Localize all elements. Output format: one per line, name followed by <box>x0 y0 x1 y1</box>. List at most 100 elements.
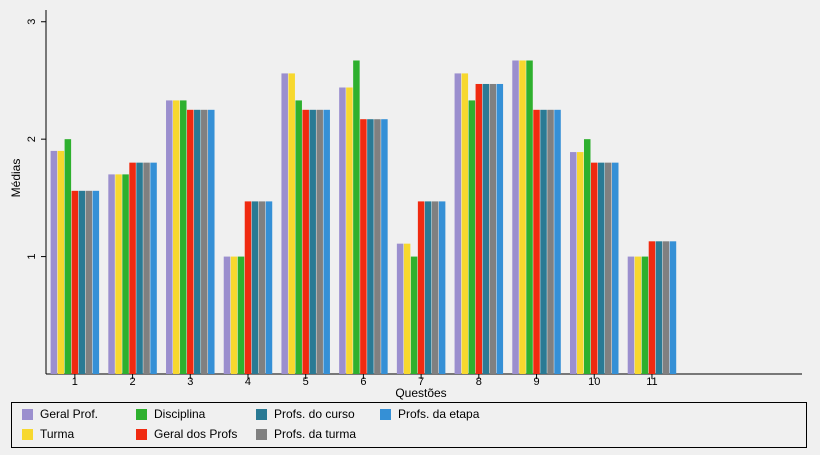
bar <box>431 201 439 374</box>
legend-item: Profs. do curso <box>256 407 355 421</box>
bar <box>323 109 330 374</box>
legend-swatch <box>380 408 391 420</box>
bar <box>223 256 231 374</box>
bar <box>194 109 201 374</box>
legend-label: Profs. da turma <box>274 427 357 441</box>
bar <box>547 109 554 374</box>
bar <box>634 256 642 374</box>
y-axis-title: Médias <box>9 159 23 198</box>
bar <box>281 73 288 375</box>
legend-swatch <box>256 428 267 440</box>
bar <box>180 100 187 374</box>
legend-label: Profs. do curso <box>274 407 355 421</box>
bar <box>468 100 476 374</box>
bar <box>143 162 150 374</box>
legend-swatch <box>22 428 33 440</box>
bar <box>208 109 215 374</box>
bar <box>150 162 157 374</box>
x-tick-label: 8 <box>476 376 482 388</box>
bar <box>201 109 208 374</box>
bar <box>367 119 374 374</box>
bar <box>604 162 612 374</box>
bar <box>583 139 591 374</box>
bar <box>237 256 245 374</box>
x-tick-label: 7 <box>418 376 424 388</box>
legend: Geral Prof. Turma Disciplina Geral dos Prof… <box>11 402 807 448</box>
legend-item: Profs. da turma <box>256 427 356 441</box>
bar <box>122 174 129 374</box>
bar <box>71 190 79 374</box>
bar <box>461 73 469 375</box>
legend-label: Turma <box>40 427 75 441</box>
bar <box>519 60 526 374</box>
bars-group <box>50 60 677 375</box>
x-tick-label: 10 <box>588 376 600 388</box>
bar <box>554 109 561 374</box>
bar <box>627 256 635 374</box>
bar <box>64 139 72 374</box>
y-tick-label: 1 <box>26 254 38 260</box>
bar <box>92 190 100 374</box>
bar <box>417 201 425 374</box>
bar <box>309 109 316 374</box>
bar <box>230 256 238 374</box>
bar <box>85 190 93 374</box>
bar <box>108 174 115 374</box>
x-tick-label: 2 <box>130 376 136 388</box>
bar <box>136 162 143 374</box>
bar <box>410 256 418 374</box>
bar <box>482 83 490 375</box>
x-tick-label: 9 <box>533 376 539 388</box>
y-tick-label: 3 <box>26 19 38 25</box>
bar <box>353 60 360 374</box>
legend-item: Turma <box>22 427 74 441</box>
bar <box>360 119 367 374</box>
bar <box>533 109 540 374</box>
legend-item: Disciplina <box>136 407 205 421</box>
bar <box>641 256 649 374</box>
bar <box>57 150 65 374</box>
bar-chart: 1 2 3 1 2 3 4 5 6 7 8 9 10 11 Médias Questões <box>9 10 802 400</box>
bar <box>512 60 519 374</box>
bar <box>475 83 483 375</box>
bar <box>258 201 266 374</box>
bar <box>50 150 58 374</box>
bar <box>173 100 180 374</box>
bar <box>590 162 598 374</box>
bar <box>288 73 295 375</box>
legend-item: Profs. da etapa <box>380 407 479 421</box>
y-tick-label: 2 <box>26 136 38 142</box>
legend-swatch <box>136 428 147 440</box>
bar <box>115 174 122 374</box>
legend-label: Profs. da etapa <box>398 407 480 421</box>
bar <box>346 87 353 375</box>
bar <box>166 100 173 374</box>
legend-swatch <box>22 408 33 420</box>
bar <box>576 152 584 374</box>
bar <box>496 83 504 375</box>
bar <box>339 87 346 375</box>
bar <box>302 109 309 374</box>
bar <box>251 201 259 374</box>
legend-swatch <box>256 408 267 420</box>
x-tick-label: 5 <box>303 376 309 388</box>
x-tick-label: 3 <box>187 376 193 388</box>
bar <box>403 243 411 374</box>
legend-label: Geral Prof. <box>40 407 99 421</box>
x-tick-label: 4 <box>245 376 251 388</box>
bar <box>611 162 619 374</box>
x-axis-title: Questões <box>395 386 446 400</box>
bar <box>187 109 194 374</box>
bar <box>438 201 446 374</box>
legend-item: Geral dos Profs <box>136 427 237 441</box>
bar <box>78 190 86 374</box>
bar <box>662 241 670 374</box>
x-tick-label: 6 <box>360 376 366 388</box>
bar <box>597 162 605 374</box>
bar <box>295 100 302 374</box>
bar <box>424 201 432 374</box>
bar <box>540 109 547 374</box>
bar <box>655 241 663 374</box>
bar <box>316 109 323 374</box>
y-axis: 1 2 3 <box>26 10 47 374</box>
